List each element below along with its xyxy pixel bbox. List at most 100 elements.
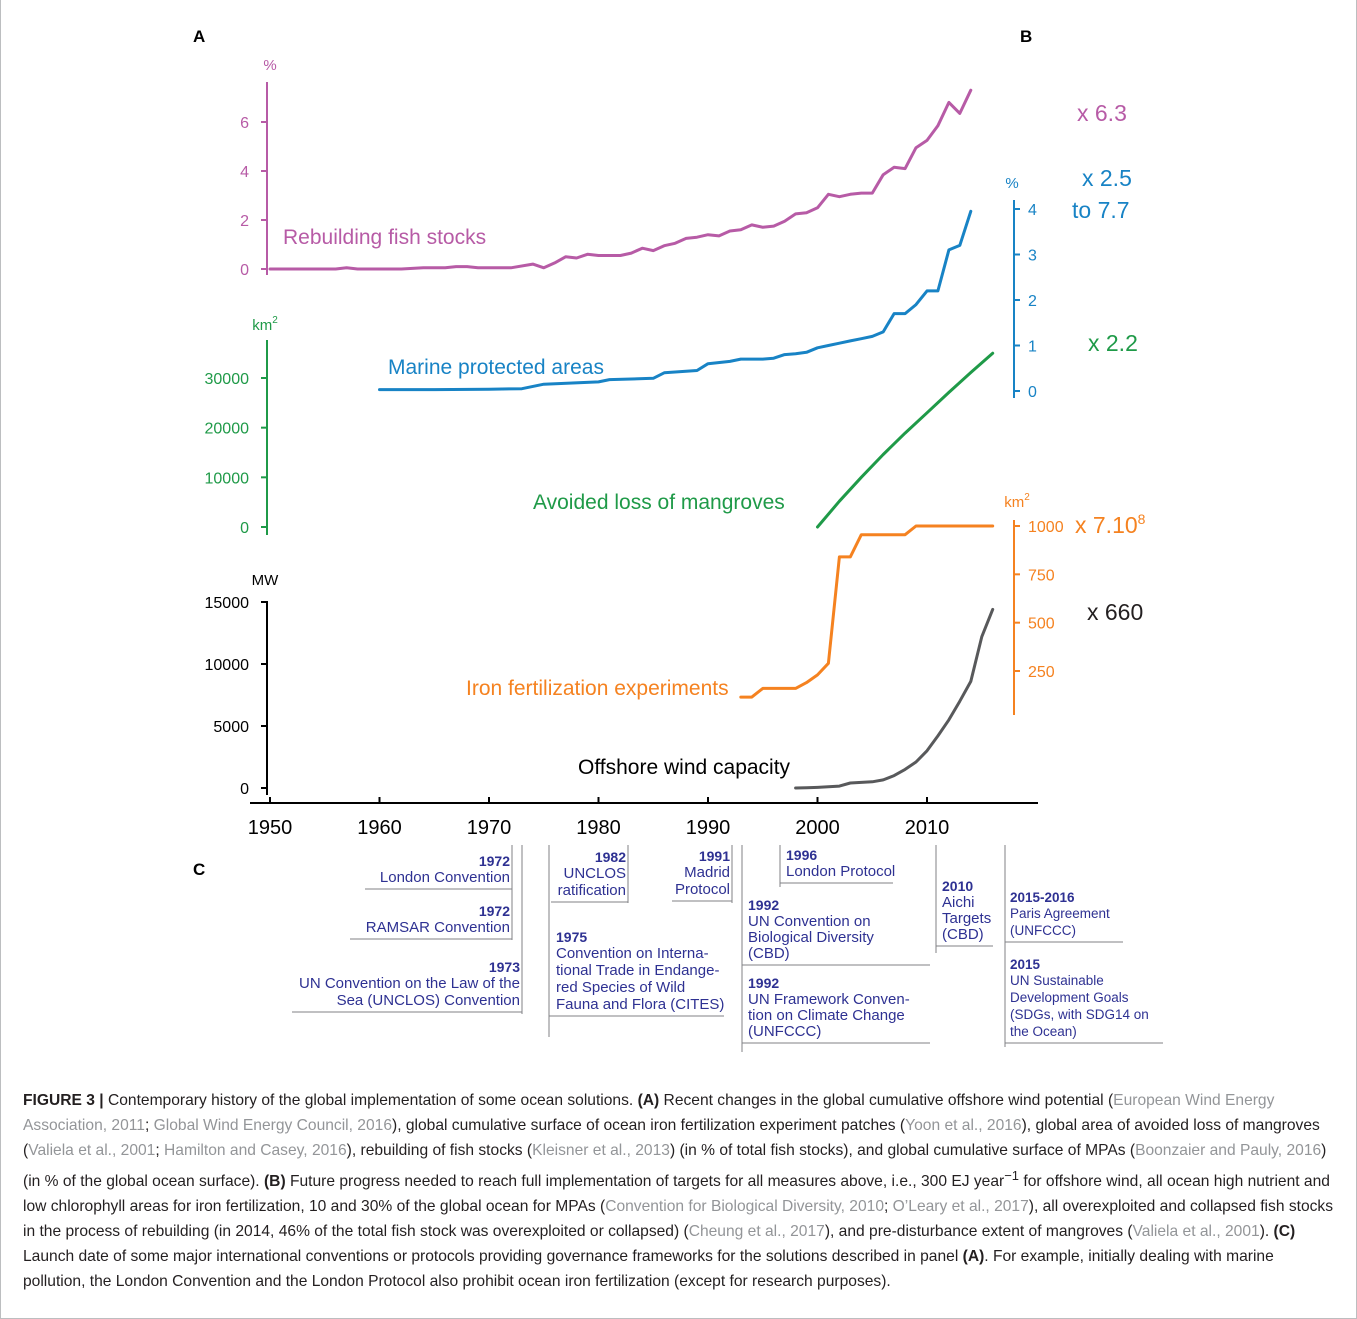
caption-reference: Convention for Biological Diversity, 201… xyxy=(605,1198,884,1216)
iron-fertilization-experiments-line xyxy=(739,524,995,699)
marine-protected-areas-tick-label: 2 xyxy=(1028,293,1037,310)
iron-fertilization-experiments-unit-label: km2 xyxy=(1004,492,1030,511)
caption-reference: Hamilton and Casey, 2016 xyxy=(164,1142,347,1159)
convention-1982-4-year: 1982 xyxy=(595,849,626,865)
avoided-loss-of-mangroves-tick-label: 10000 xyxy=(205,470,250,487)
caption-reference: Valiela et al., 2001 xyxy=(28,1142,156,1159)
offshore-wind-capacity-tick-label: 10000 xyxy=(205,657,250,674)
caption-text: ; xyxy=(144,1117,154,1134)
convention-1982-4-text: UNCLOS xyxy=(563,865,626,882)
caption-text: Recent changes in the global cumulative … xyxy=(659,1092,1114,1109)
convention-1975-5-text: red Species of Wild xyxy=(556,979,685,996)
caption-text: Future progress needed to reach full imp… xyxy=(285,1173,1005,1191)
convention-1992-9-text: (UNFCCC) xyxy=(748,1023,821,1040)
iron-fertilization-experiments-tick-label: 250 xyxy=(1028,664,1055,681)
convention-1973-3-text: Sea (UNCLOS) Convention xyxy=(337,992,520,1009)
caption-text: ), global cumulative surface of ocean ir… xyxy=(392,1117,906,1134)
convention-2015-12-text: (SDGs, with SDG14 on xyxy=(1010,1007,1149,1022)
convention-2015-2016-11-text: (UNFCCC) xyxy=(1010,923,1076,938)
convention-1992-8-year: 1992 xyxy=(748,897,779,913)
caption-reference: European Wind Energy Association, 2011 xyxy=(23,1092,1275,1134)
convention-1975-5-year: 1975 xyxy=(556,929,587,945)
x-tick-label: 2010 xyxy=(905,817,950,839)
rebuilding-fish-stocks-line xyxy=(268,88,973,271)
multiplier-2-line2: to 7.7 xyxy=(1072,197,1130,223)
convention-1975-5-text: tional Trade in Endange- xyxy=(556,962,719,979)
caption-text: −1 xyxy=(1004,1168,1020,1183)
caption-text: ), and pre-disturbance extent of mangrov… xyxy=(824,1223,1133,1241)
convention-1991-6-text: Madrid xyxy=(684,864,730,881)
convention-1973-3-year: 1973 xyxy=(489,959,520,975)
convention-1982-4-text: ratification xyxy=(558,882,626,899)
caption-reference: Cheung et al., 2017 xyxy=(688,1223,825,1241)
caption-text: (A) xyxy=(962,1248,985,1266)
convention-1973-3-text: UN Convention on the Law of the xyxy=(299,975,520,992)
caption-reference: Boonzaier and Pauly, 2016 xyxy=(1135,1142,1322,1159)
rebuilding-fish-stocks-tick-label: 0 xyxy=(240,262,249,279)
rebuilding-fish-stocks-tick-label: 4 xyxy=(240,164,249,181)
avoided-loss-of-mangroves-tick-label: 20000 xyxy=(205,421,250,438)
iron-fertilization-experiments-tick-label: 750 xyxy=(1028,567,1055,584)
marine-protected-areas-tick-label: 4 xyxy=(1028,202,1037,219)
convention-2015-2016-11-year: 2015-2016 xyxy=(1010,890,1075,905)
multiplier-2: x 2.5 xyxy=(1082,165,1132,191)
x-tick-label: 1950 xyxy=(248,817,293,839)
avoided-loss-of-mangroves-label: Avoided loss of mangroves xyxy=(533,491,785,514)
caption-text: ) (in % of total fish stocks), and globa… xyxy=(669,1142,1136,1159)
convention-1996-7-text: London Protocol xyxy=(786,863,895,880)
offshore-wind-capacity-tick-label: 15000 xyxy=(205,595,250,612)
panel-label-c: C xyxy=(193,860,205,879)
offshore-wind-capacity-tick-label: 5000 xyxy=(213,719,249,736)
convention-1991-6-year: 1991 xyxy=(699,848,730,864)
x-tick-label: 1970 xyxy=(467,817,512,839)
x-tick-label: 1990 xyxy=(686,817,731,839)
caption-text: Contemporary history of the global imple… xyxy=(103,1092,638,1109)
figure-label: FIGURE 3 | xyxy=(23,1092,104,1109)
convention-2010-10-year: 2010 xyxy=(942,878,973,894)
rebuilding-fish-stocks-tick-label: 2 xyxy=(240,213,249,230)
convention-2015-12-text: the Ocean) xyxy=(1010,1024,1077,1039)
caption-reference: Yoon et al., 2016 xyxy=(905,1117,1022,1134)
iron-fertilization-experiments-tick-label: 1000 xyxy=(1028,519,1064,536)
convention-2015-12-text: Development Goals xyxy=(1010,990,1129,1005)
convention-1972-1-year: 1972 xyxy=(479,853,510,869)
convention-2010-10-text: Aichi xyxy=(942,894,975,911)
avoided-loss-of-mangroves-tick-label: 0 xyxy=(240,520,249,537)
marine-protected-areas-tick-label: 3 xyxy=(1028,248,1037,265)
multiplier-4: x 7.108 xyxy=(1075,511,1146,538)
caption-reference: Kleisner et al., 2013 xyxy=(532,1142,670,1159)
convention-1992-8-text: Biological Diversity xyxy=(748,929,874,946)
avoided-loss-of-mangroves-line xyxy=(816,351,995,529)
iron-fertilization-experiments-tick-label: 500 xyxy=(1028,616,1055,633)
convention-1975-5-text: Convention on Interna- xyxy=(556,945,709,962)
caption-text: (C) xyxy=(1273,1223,1296,1241)
caption-text: (A) xyxy=(637,1092,660,1109)
panel-label-a: A xyxy=(193,27,205,46)
convention-1991-6-text: Protocol xyxy=(675,881,730,898)
caption-text: . For example, initially dealing with ma… xyxy=(23,1248,1274,1291)
caption-text: ; xyxy=(155,1142,165,1159)
rebuilding-fish-stocks-tick-label: 6 xyxy=(240,115,249,132)
marine-protected-areas-line xyxy=(378,209,973,392)
caption-text: ). xyxy=(1259,1223,1274,1241)
marine-protected-areas-label: Marine protected areas xyxy=(388,356,604,379)
avoided-loss-of-mangroves-tick-label: 30000 xyxy=(205,371,250,388)
marine-protected-areas-tick-label: 0 xyxy=(1028,384,1037,401)
caption-text: ) (in % of the global ocean surface). xyxy=(23,1142,1327,1191)
x-tick-label: 1960 xyxy=(357,817,402,839)
convention-1975-5-text: Fauna and Flora (CITES) xyxy=(556,996,724,1013)
rebuilding-fish-stocks-unit-label: % xyxy=(263,57,276,74)
multiplier-1: x 6.3 xyxy=(1077,100,1127,126)
convention-2015-12-text: UN Sustainable xyxy=(1010,973,1104,988)
x-tick-label: 2000 xyxy=(795,817,840,839)
convention-2015-12-year: 2015 xyxy=(1010,957,1041,972)
figure-3-chart: A BC 0246%01234%0100002000030000km2250500… xyxy=(193,27,1163,1052)
convention-1992-9-text: tion on Climate Change xyxy=(748,1007,905,1024)
panel-label-b: B xyxy=(1020,27,1032,46)
convention-2015-2016-11-text: Paris Agreement xyxy=(1010,906,1110,921)
caption-text: for offshore wind, all ocean high nutrie… xyxy=(23,1173,1330,1216)
multiplier-5: x 660 xyxy=(1087,599,1143,625)
marine-protected-areas-unit-label: % xyxy=(1005,175,1018,192)
offshore-wind-capacity-tick-label: 0 xyxy=(240,781,249,798)
convention-1992-9-year: 1992 xyxy=(748,975,779,991)
